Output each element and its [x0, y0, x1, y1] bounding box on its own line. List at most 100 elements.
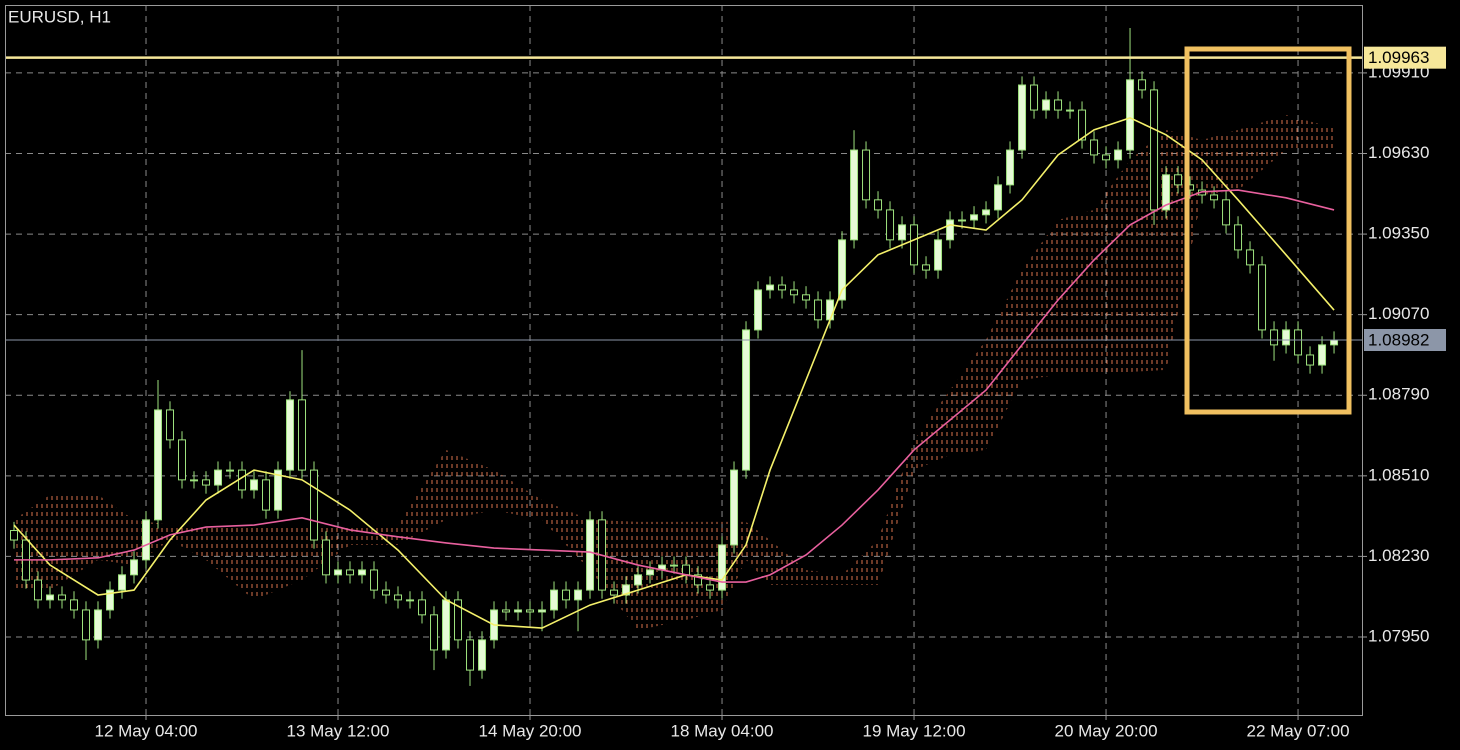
y-tick-label: 1.09070	[1368, 304, 1429, 323]
candle-body	[850, 149, 859, 241]
candle-body	[742, 329, 751, 471]
cloud	[14, 114, 1335, 631]
candle-body	[862, 149, 871, 201]
candle-body	[1330, 339, 1339, 346]
candle-body	[1126, 79, 1135, 151]
candle-body	[1042, 99, 1051, 111]
candle-body	[1054, 99, 1063, 111]
candle-body	[982, 209, 991, 216]
axis-labels: 1.07950 1.08230 1.08510 1.08790 1.09070 1.093…	[94, 46, 1446, 740]
candle-body	[610, 589, 619, 596]
price-label: 1.08982	[1368, 330, 1429, 349]
candle-body	[298, 399, 307, 471]
candle-body	[898, 224, 907, 241]
candle-body	[694, 574, 703, 586]
y-tick-label: 1.08230	[1368, 546, 1429, 565]
candle-body	[526, 609, 535, 613]
candle-body	[802, 294, 811, 301]
candle-body	[874, 199, 883, 211]
candle-body	[730, 469, 739, 546]
candle-body	[1162, 174, 1171, 211]
candle-body	[1150, 89, 1159, 211]
candle-body	[514, 609, 523, 613]
candle-body	[910, 224, 919, 266]
candle-body	[838, 239, 847, 301]
x-tick-label: 18 May 04:00	[671, 721, 774, 740]
candle-body	[214, 469, 223, 486]
candle-body	[262, 479, 271, 511]
candle-body	[250, 479, 259, 491]
candle-body	[1018, 84, 1027, 151]
candle-body	[1138, 79, 1147, 91]
candle-body	[190, 479, 199, 482]
x-tick-label: 13 May 12:00	[287, 721, 390, 740]
candle-body	[118, 574, 127, 591]
candle-body	[58, 594, 67, 601]
candle-body	[1102, 154, 1111, 161]
candle-body	[322, 539, 331, 576]
y-tick-label: 1.08510	[1368, 465, 1429, 484]
candle-body	[1174, 174, 1183, 186]
y-tick-label: 1.07950	[1368, 626, 1429, 645]
candle-body	[922, 264, 931, 271]
price-label-box	[1364, 46, 1446, 69]
candle-body	[766, 284, 775, 291]
candle-body	[562, 589, 571, 601]
candle-body	[574, 589, 583, 601]
candle-body	[346, 569, 355, 576]
candle-body	[394, 594, 403, 601]
candle-body	[274, 469, 283, 511]
moving-average	[13, 116, 1335, 629]
candle-body	[466, 639, 475, 671]
candle-body	[46, 594, 55, 601]
candle-body	[334, 569, 343, 576]
candle-body	[34, 579, 43, 601]
candle-body	[310, 469, 319, 541]
candle-body	[154, 409, 163, 521]
candle-body	[142, 519, 151, 561]
candle-body	[1234, 224, 1243, 251]
candle-body	[1030, 84, 1039, 111]
x-tick-label: 12 May 04:00	[94, 721, 197, 740]
plot-frame	[5, 5, 1363, 716]
candle-body	[958, 219, 967, 222]
candle-body	[814, 299, 823, 321]
x-tick-label: 20 May 20:00	[1055, 721, 1158, 740]
candle-body	[1066, 109, 1075, 112]
candle-body	[1246, 249, 1255, 266]
candle-body	[382, 589, 391, 596]
candle-body	[1210, 194, 1219, 201]
candle-body	[478, 639, 487, 671]
x-tick-label: 19 May 12:00	[863, 721, 966, 740]
candle-body	[622, 584, 631, 596]
candle-body	[970, 214, 979, 221]
highlight-box	[1184, 46, 1352, 415]
candle-body	[502, 609, 511, 613]
candle-body	[82, 609, 91, 641]
candle-body	[886, 209, 895, 241]
candle-body	[1282, 329, 1291, 346]
candle-body	[1078, 109, 1087, 141]
candle-body	[778, 284, 787, 291]
candle-body	[1294, 329, 1303, 356]
candle-body	[70, 599, 79, 611]
candle-body	[106, 589, 115, 611]
candle-body	[286, 399, 295, 471]
candle-body	[94, 609, 103, 641]
candle-body	[994, 184, 1003, 211]
candle-body	[1006, 149, 1015, 186]
y-tick-label: 1.09350	[1368, 224, 1429, 243]
candle-body	[1258, 264, 1267, 331]
candle-body	[826, 299, 835, 321]
candle-body	[202, 479, 211, 486]
candle-body	[790, 289, 799, 296]
candle-body	[454, 599, 463, 641]
candle-body	[946, 219, 955, 241]
candle-body	[10, 530, 19, 541]
candle-body	[586, 519, 595, 591]
candle-body	[1222, 199, 1231, 226]
candle-body	[754, 289, 763, 331]
candle-body	[430, 614, 439, 651]
